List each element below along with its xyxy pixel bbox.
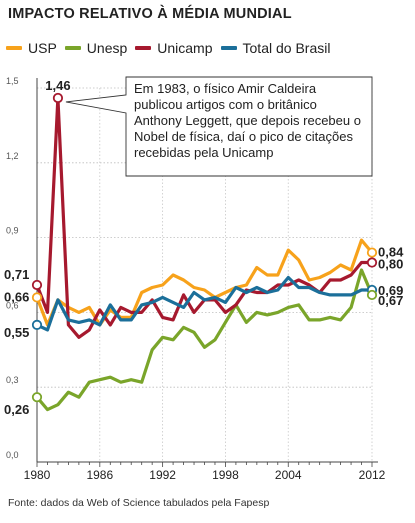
marker-unicamp-2012 <box>366 257 378 268</box>
y-tick-label-1: 0,3 <box>6 375 19 385</box>
value-label-unicamp-peak: 1,46 <box>45 78 70 93</box>
series-line-unesp <box>35 268 374 412</box>
series-line-total-do-brasil <box>35 275 374 332</box>
legend-swatch-usp <box>6 46 22 50</box>
legend-item-unesp: Unesp <box>64 40 128 56</box>
marker-unesp-2012 <box>366 289 378 301</box>
grid <box>37 87 373 462</box>
series-line-usp <box>35 238 374 327</box>
marker-unicamp-1982 <box>52 92 64 104</box>
marker-usp-2012 <box>366 247 378 258</box>
legend-label-total-brasil: Total do Brasil <box>242 40 331 56</box>
legend-swatch-total-brasil <box>220 46 237 50</box>
legend-item-usp: USP <box>6 40 57 56</box>
legend-label-unesp: Unesp <box>86 40 128 56</box>
x-tick-label-4: 2004 <box>275 468 302 482</box>
chart-title: IMPACTO RELATIVO À MÉDIA MUNDIAL <box>8 6 292 22</box>
x-tick-label-2: 1992 <box>149 468 176 482</box>
legend-label-unicamp: Unicamp <box>157 40 213 56</box>
x-tick-label-3: 1998 <box>212 468 239 482</box>
x-tick-label-1: 1986 <box>86 468 113 482</box>
y-tick-label-0: 0,0 <box>6 450 19 460</box>
y-tick-label-3: 0,9 <box>6 226 19 236</box>
marker-unesp-1980 <box>31 392 43 403</box>
source-note: Fonte: dados da Web of Science tabulados… <box>8 497 270 509</box>
marker-unicamp-1980 <box>31 279 43 291</box>
annotation-callout <box>65 76 373 177</box>
value-label-usp-1980: 0,66 <box>4 289 29 304</box>
value-label-unesp-2012: 0,67 <box>378 293 403 308</box>
y-tick-label-4: 1,2 <box>6 151 19 161</box>
x-tick-label-5: 2012 <box>359 468 386 482</box>
value-label-unicamp-1980: 0,71 <box>4 267 29 282</box>
legend-item-unicamp: Unicamp <box>135 40 213 56</box>
legend-item-total-brasil: Total do Brasil <box>220 40 331 56</box>
annotation-text: Em 1983, o físico Amir Caldeira publicou… <box>134 81 361 160</box>
marker-usp-1980 <box>31 292 43 303</box>
value-label-usp-2012: 0,84 <box>378 245 404 260</box>
x-tick-label-0: 1980 <box>24 468 51 482</box>
legend-label-usp: USP <box>28 40 57 56</box>
value-label-unicamp-2012: 0,80 <box>378 257 403 272</box>
value-label-total-do-brasil-1980: 0,55 <box>4 325 29 340</box>
value-label-total-do-brasil-2012: 0,69 <box>378 283 403 298</box>
value-label-unesp-1980: 0,26 <box>4 402 29 417</box>
y-tick-label-2: 0,6 <box>6 300 19 310</box>
legend: USP Unesp Unicamp Total do Brasil <box>6 38 338 58</box>
x-axis: 1980 1986 1992 1998 2004 2012 <box>24 461 386 482</box>
annotation-box <box>65 76 373 177</box>
legend-swatch-unicamp <box>135 46 152 50</box>
series-group <box>35 96 374 412</box>
y-tick-label-5: 1,5 <box>6 76 19 86</box>
legend-swatch-unesp <box>64 46 81 50</box>
value-markers: 0,26 0,55 0,66 0,71 1,46 0,840,80 0,690,67 <box>4 78 404 417</box>
marker-total-do-brasil-1980 <box>31 319 43 330</box>
